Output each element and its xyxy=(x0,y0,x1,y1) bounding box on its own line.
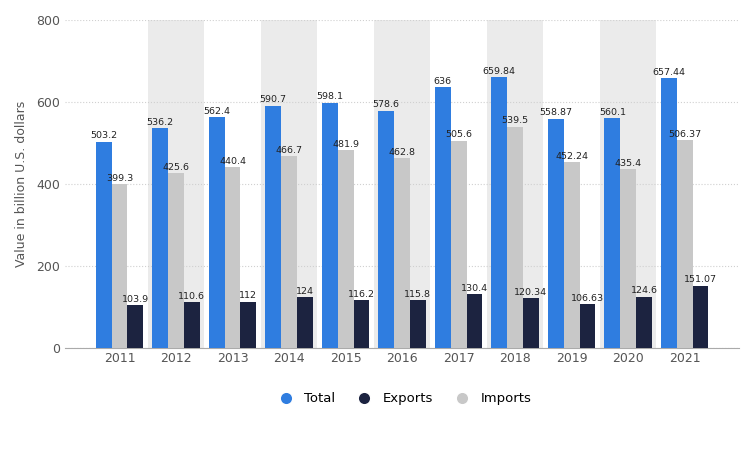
Text: 558.87: 558.87 xyxy=(539,108,572,117)
Bar xyxy=(693,286,708,348)
Bar xyxy=(379,111,394,348)
Bar xyxy=(564,162,580,348)
Text: 112: 112 xyxy=(239,292,257,300)
Bar xyxy=(523,298,539,348)
Text: 481.9: 481.9 xyxy=(332,140,359,149)
Text: 562.4: 562.4 xyxy=(204,107,230,116)
Text: 106.63: 106.63 xyxy=(571,293,604,303)
Text: 503.2: 503.2 xyxy=(90,131,118,140)
Bar xyxy=(112,184,127,348)
Bar xyxy=(322,103,338,348)
Bar xyxy=(661,78,677,348)
Text: 659.84: 659.84 xyxy=(483,67,516,76)
Bar xyxy=(152,128,168,348)
Bar xyxy=(96,142,112,348)
Text: 598.1: 598.1 xyxy=(316,92,343,101)
Text: 657.44: 657.44 xyxy=(652,68,685,77)
Bar xyxy=(467,294,483,348)
Bar xyxy=(265,106,281,348)
Bar xyxy=(225,167,241,348)
Bar xyxy=(241,302,256,348)
Bar xyxy=(127,305,143,348)
Bar xyxy=(184,302,200,348)
Bar xyxy=(492,77,507,348)
Text: 560.1: 560.1 xyxy=(599,108,626,117)
Bar xyxy=(394,158,410,348)
Bar xyxy=(600,20,657,348)
Text: 536.2: 536.2 xyxy=(147,118,174,127)
Bar xyxy=(410,300,426,348)
Text: 505.6: 505.6 xyxy=(445,130,472,139)
Bar xyxy=(354,300,369,348)
Bar xyxy=(281,157,297,348)
Y-axis label: Value in billion U.S. dollars: Value in billion U.S. dollars xyxy=(15,101,28,267)
Text: 124.6: 124.6 xyxy=(630,286,657,295)
Text: 539.5: 539.5 xyxy=(501,116,529,126)
Text: 452.24: 452.24 xyxy=(555,152,588,161)
Bar xyxy=(621,169,636,348)
Bar xyxy=(435,87,451,348)
Bar xyxy=(548,119,564,348)
Text: 120.34: 120.34 xyxy=(514,288,547,297)
Text: 590.7: 590.7 xyxy=(260,96,287,105)
Bar xyxy=(487,20,544,348)
Text: 115.8: 115.8 xyxy=(404,290,431,299)
Bar xyxy=(148,20,204,348)
Text: 399.3: 399.3 xyxy=(106,174,133,183)
Bar xyxy=(507,126,523,348)
Text: 506.37: 506.37 xyxy=(668,130,701,139)
Text: 466.7: 466.7 xyxy=(275,146,302,155)
Text: 425.6: 425.6 xyxy=(163,163,189,172)
Text: 440.4: 440.4 xyxy=(219,157,246,166)
Text: 130.4: 130.4 xyxy=(461,284,488,293)
Bar xyxy=(297,297,313,348)
Text: 435.4: 435.4 xyxy=(615,159,642,168)
Bar xyxy=(209,117,225,348)
Text: 636: 636 xyxy=(434,77,452,86)
Text: 103.9: 103.9 xyxy=(122,295,149,304)
Text: 116.2: 116.2 xyxy=(348,290,375,299)
Text: 110.6: 110.6 xyxy=(179,292,205,301)
Text: 578.6: 578.6 xyxy=(372,101,400,109)
Text: 462.8: 462.8 xyxy=(388,148,415,157)
Bar xyxy=(261,20,317,348)
Text: 151.07: 151.07 xyxy=(684,275,717,284)
Bar xyxy=(677,140,693,348)
Bar xyxy=(374,20,431,348)
Bar xyxy=(168,173,184,348)
Legend: Total, Exports, Imports: Total, Exports, Imports xyxy=(268,387,537,410)
Bar xyxy=(605,118,621,348)
Text: 124: 124 xyxy=(296,287,314,295)
Bar xyxy=(451,141,467,348)
Bar xyxy=(636,297,652,348)
Bar xyxy=(580,304,596,348)
Bar xyxy=(338,150,354,348)
